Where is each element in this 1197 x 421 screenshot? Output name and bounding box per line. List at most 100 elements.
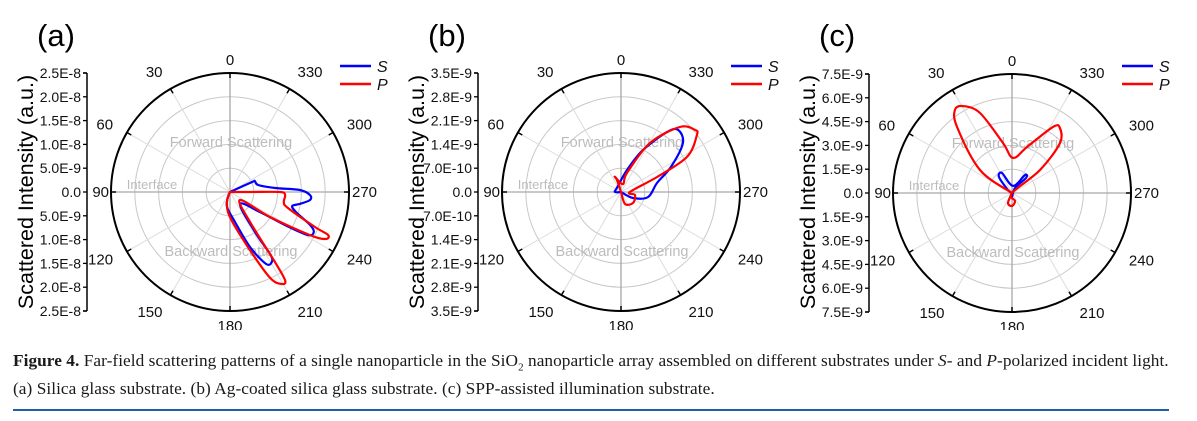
- angle-label: 150: [137, 304, 162, 321]
- backward-scattering-label: Backward Scattering: [165, 244, 298, 260]
- angle-tick: [328, 248, 334, 253]
- caption-p-polarization: P: [986, 351, 998, 370]
- legend-label-s: S: [1159, 59, 1170, 76]
- grid-spoke: [170, 191, 231, 296]
- grid-spoke: [1011, 89, 1072, 194]
- angle-tick: [1110, 249, 1116, 254]
- radial-tick-label: 1.5E-9: [822, 209, 863, 225]
- caption-rule: [13, 409, 1169, 411]
- caption-text-3: - and: [946, 351, 987, 370]
- grid-spoke: [620, 191, 725, 252]
- radial-tick-label: 1.4E-9: [431, 136, 472, 152]
- panel-label: (b): [428, 18, 466, 53]
- radial-tick-label: 0.0: [62, 184, 82, 200]
- interface-label: Interface: [127, 177, 178, 192]
- grid-spoke: [170, 88, 231, 193]
- angle-label: 180: [608, 318, 633, 330]
- radial-tick-label: 2.5E-8: [40, 65, 81, 81]
- polar-panel-b: (b) Scattered Intensity (a.u.)3.5E-9 2.8E-…: [405, 18, 779, 330]
- backward-scattering-label: Backward Scattering: [556, 244, 689, 260]
- legend-label-p: P: [768, 77, 779, 94]
- grid-spoke: [517, 132, 622, 193]
- angle-label: 150: [528, 304, 553, 321]
- radial-tick-label: 2.0E-8: [40, 279, 81, 295]
- angle-tick: [328, 131, 334, 136]
- grid-spoke: [1011, 133, 1116, 194]
- angle-label: 270: [743, 184, 768, 201]
- angle-tick: [908, 132, 914, 137]
- grid-spoke: [620, 191, 681, 296]
- figure-panels: (a)Scattered Intensity (a.u.)2.5E-82.0E-…: [14, 18, 1170, 330]
- radial-tick-label: 2.5E-8: [40, 303, 81, 319]
- radial-tick-label: 3.5E-9: [431, 303, 472, 319]
- angle-label: 210: [1080, 305, 1105, 322]
- angle-label: 270: [1134, 185, 1159, 202]
- angle-label: 90: [92, 184, 109, 201]
- angle-tick: [560, 290, 565, 296]
- grid-spoke: [517, 191, 622, 252]
- radial-tick-label: 5.0E-9: [40, 160, 81, 176]
- angle-label: 0: [1008, 53, 1016, 70]
- legend-label-s: S: [768, 59, 779, 76]
- radial-tick-label: 0.0: [844, 185, 864, 201]
- figure-caption: Figure 4. Far-field scattering patterns …: [13, 350, 1173, 400]
- angle-tick: [286, 88, 291, 94]
- angle-tick: [1068, 291, 1073, 297]
- angle-tick: [951, 291, 956, 297]
- angle-tick: [719, 248, 725, 253]
- forward-scattering-label: Forward Scattering: [170, 135, 293, 151]
- angle-label: 150: [919, 305, 944, 322]
- radial-tick-label: 4.5E-9: [822, 114, 863, 130]
- radial-tick-label: 7.5E-9: [822, 304, 863, 320]
- angle-tick: [517, 248, 523, 253]
- angle-tick: [677, 88, 682, 94]
- angle-label: 210: [689, 304, 714, 321]
- angle-label: 60: [878, 118, 895, 135]
- angle-label: 270: [352, 184, 377, 201]
- radial-tick-label: 4.5E-9: [822, 256, 863, 272]
- radial-tick-label: 2.8E-9: [431, 279, 472, 295]
- grid-spoke: [620, 132, 725, 193]
- grid-spoke: [561, 191, 622, 296]
- angle-label: 30: [537, 64, 554, 81]
- caption-text-4: -polarized incident light. (a) Silica gl…: [13, 351, 1169, 399]
- y-axis-title: Scattered Intensity (a.u.): [14, 75, 38, 309]
- angle-label: 30: [928, 65, 945, 82]
- angle-label: 0: [617, 52, 625, 69]
- series-curve-p: [225, 190, 330, 286]
- legend-label-p: P: [377, 77, 388, 94]
- radial-tick-label: 3.0E-9: [822, 233, 863, 249]
- grid-spoke: [126, 132, 231, 193]
- radial-tick-label: 2.0E-8: [40, 89, 81, 105]
- grid-spoke: [1011, 192, 1116, 253]
- angle-label: 120: [870, 253, 895, 270]
- angle-tick: [517, 131, 523, 136]
- angle-label: 210: [298, 304, 323, 321]
- polar-panel-a: (a) Scattered Intensity (a.u.)2.5E-8 2.0E-…: [14, 18, 388, 330]
- radial-tick-label: 1.0E-8: [40, 136, 81, 152]
- angle-tick: [1110, 132, 1116, 137]
- angle-label: 300: [738, 117, 763, 134]
- caption-subscript: 2: [518, 361, 524, 374]
- radial-tick-label: 2.8E-9: [431, 89, 472, 105]
- grid-spoke: [952, 192, 1013, 297]
- caption-s-polarization: S: [938, 351, 947, 370]
- angle-tick: [286, 290, 291, 296]
- grid-spoke: [620, 88, 681, 193]
- caption-text-1: Far-field scattering patterns of a singl…: [79, 351, 519, 370]
- angle-tick: [560, 88, 565, 94]
- grid-spoke: [229, 191, 290, 296]
- radial-tick-label: 1.5E-9: [822, 161, 863, 177]
- panel-label: (c): [819, 18, 855, 53]
- angle-label: 0: [226, 52, 234, 69]
- angle-label: 180: [217, 318, 242, 330]
- angle-label: 300: [347, 117, 372, 134]
- radial-tick-label: 2.1E-9: [431, 255, 472, 271]
- radial-tick-label: 7.0E-10: [423, 160, 472, 176]
- radial-tick-label: 6.0E-9: [822, 280, 863, 296]
- radial-tick-label: 1.4E-9: [431, 232, 472, 248]
- angle-tick: [908, 249, 914, 254]
- angle-label: 90: [874, 185, 891, 202]
- radial-tick-label: 6.0E-9: [822, 90, 863, 106]
- figure-number: Figure 4.: [13, 351, 80, 370]
